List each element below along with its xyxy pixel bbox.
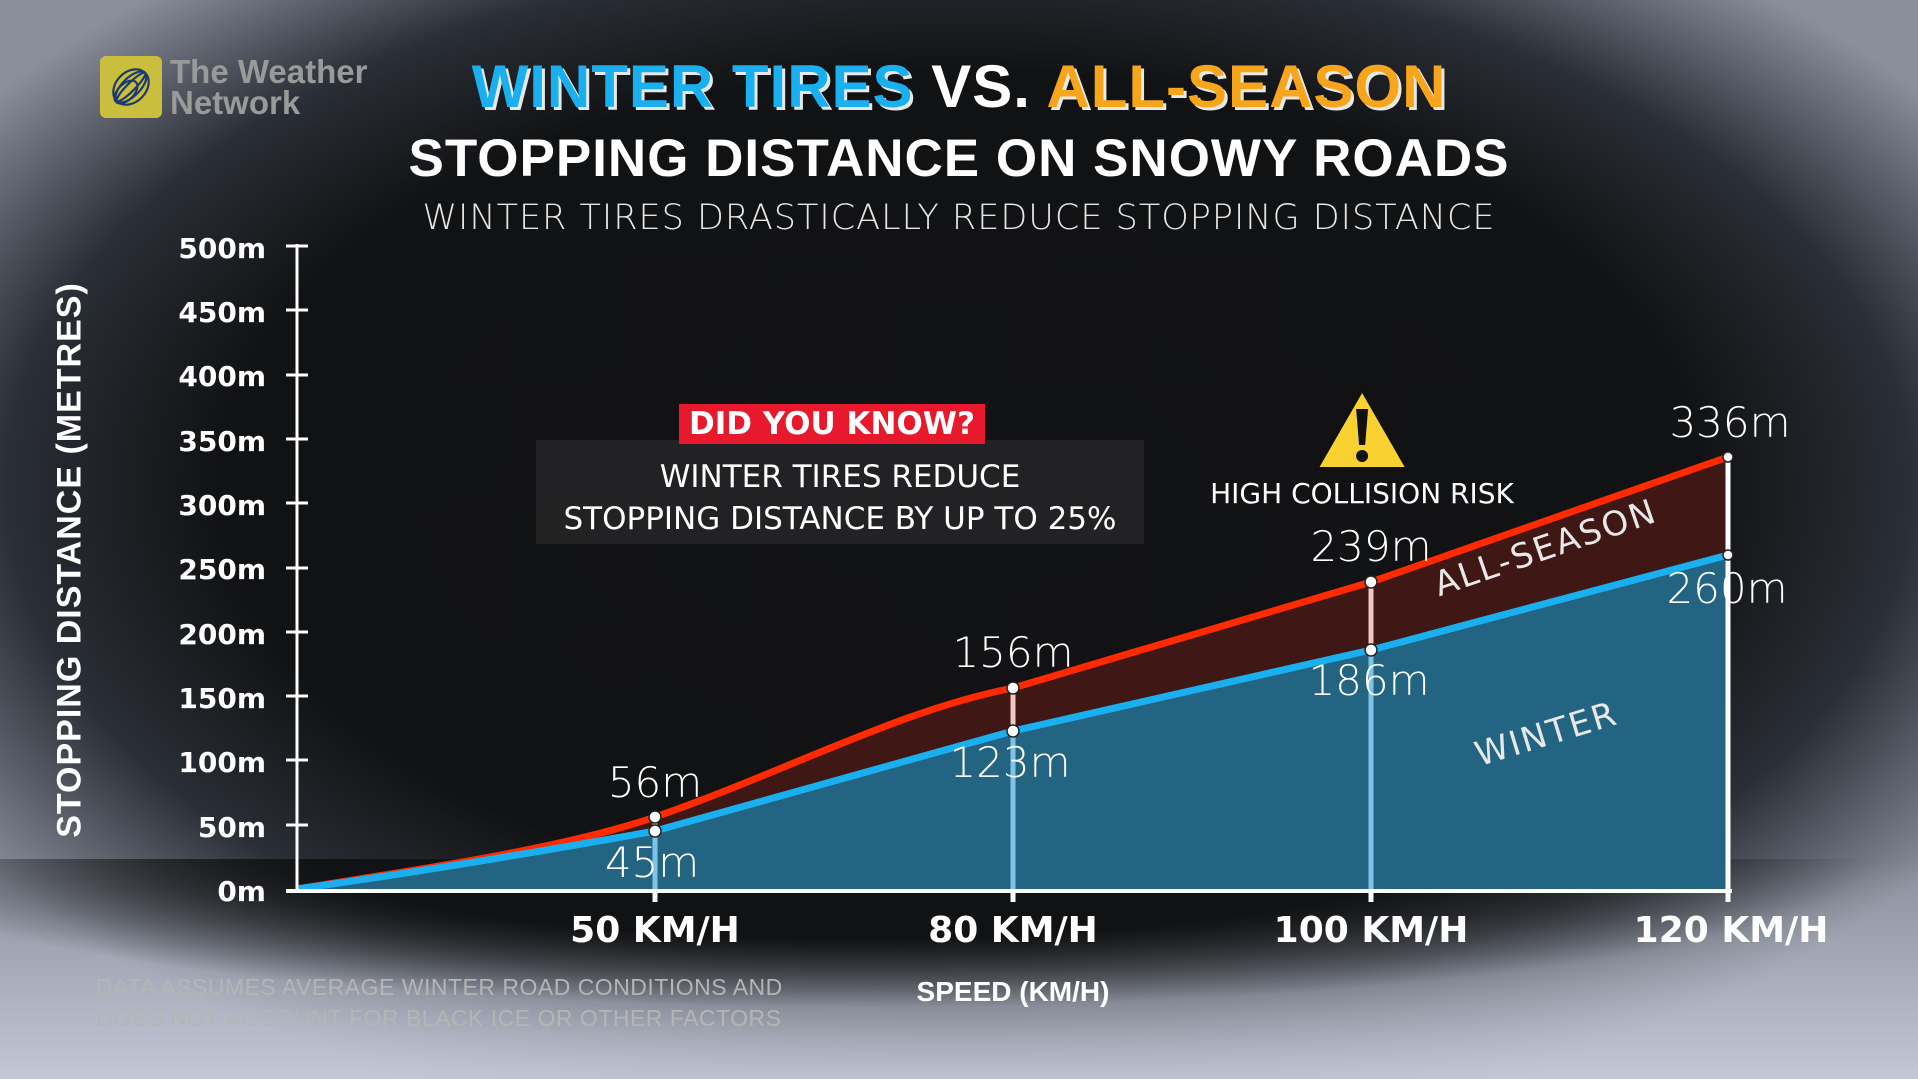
winter-value-80: 123m <box>949 738 1071 787</box>
y-tick-label: 0m <box>217 875 266 908</box>
y-tick-label: 300m <box>178 489 266 522</box>
chart-subtitle: WINTER TIRES DRASTICALLY REDUCE STOPPING… <box>422 198 1496 238</box>
high-collision-risk: HIGH COLLISION RISK <box>1210 385 1514 510</box>
title-all-season: ALL-SEASON <box>1046 53 1447 120</box>
callout-line2: STOPPING DISTANCE BY UP TO 25% <box>563 501 1117 537</box>
all-season-value-50: 56m <box>607 758 703 807</box>
x-tick-label: 100 KM/H <box>1273 910 1469 951</box>
y-tick-label: 400m <box>178 360 266 393</box>
risk-label: HIGH COLLISION RISK <box>1210 477 1514 510</box>
chart-title: WINTER TIRES VS. ALL-SEASON <box>0 52 1918 121</box>
y-tick-label: 200m <box>178 618 266 651</box>
all-season-value-120: 336m <box>1669 398 1791 447</box>
all-season-value-100: 239m <box>1310 522 1432 571</box>
winter-value-100: 186m <box>1308 656 1430 705</box>
globe-icon <box>100 56 162 118</box>
y-tick-label: 350m <box>178 425 266 458</box>
x-axis-title: SPEED (KM/H) <box>916 976 1110 1007</box>
did-you-know-badge: DID YOU KNOW? <box>679 404 985 444</box>
y-tick-label: 150m <box>178 682 266 715</box>
y-tick-label: 50m <box>197 811 266 844</box>
did-you-know-callout: WINTER TIRES REDUCE STOPPING DISTANCE BY… <box>536 440 1144 544</box>
callout-line1: WINTER TIRES REDUCE <box>659 459 1021 495</box>
data-footnote: DATA ASSUMES AVERAGE WINTER ROAD CONDITI… <box>96 972 783 1034</box>
y-tick-label: 100m <box>178 746 266 779</box>
y-tick-label: 450m <box>178 296 266 329</box>
weather-network-logo: The Weather Network <box>100 53 368 121</box>
logo-line2: Network <box>170 84 301 121</box>
logo-line1: The Weather <box>170 53 368 90</box>
y-tick-label: 250m <box>178 553 266 586</box>
chart-title-line2: STOPPING DISTANCE ON SNOWY ROADS <box>408 129 1510 188</box>
x-tick-label: 80 KM/H <box>928 910 1098 951</box>
winter-value-120: 260m <box>1666 564 1788 613</box>
winter-value-50: 45m <box>604 838 700 887</box>
y-tick-label: 500m <box>178 232 266 265</box>
x-tick-label: 120 KM/H <box>1633 910 1829 951</box>
all-season-value-80: 156m <box>952 628 1074 677</box>
footnote-line1: DATA ASSUMES AVERAGE WINTER ROAD CONDITI… <box>96 974 783 1000</box>
title-winter: WINTER TIRES <box>471 53 914 120</box>
title-vs: VS. <box>931 53 1031 120</box>
footnote-line2: DOES NOT ACCOUNT FOR BLACK ICE OR OTHER … <box>96 1005 782 1031</box>
warning-icon <box>1314 387 1410 471</box>
snowy-background <box>0 859 1918 1079</box>
x-tick-label: 50 KM/H <box>570 910 740 951</box>
